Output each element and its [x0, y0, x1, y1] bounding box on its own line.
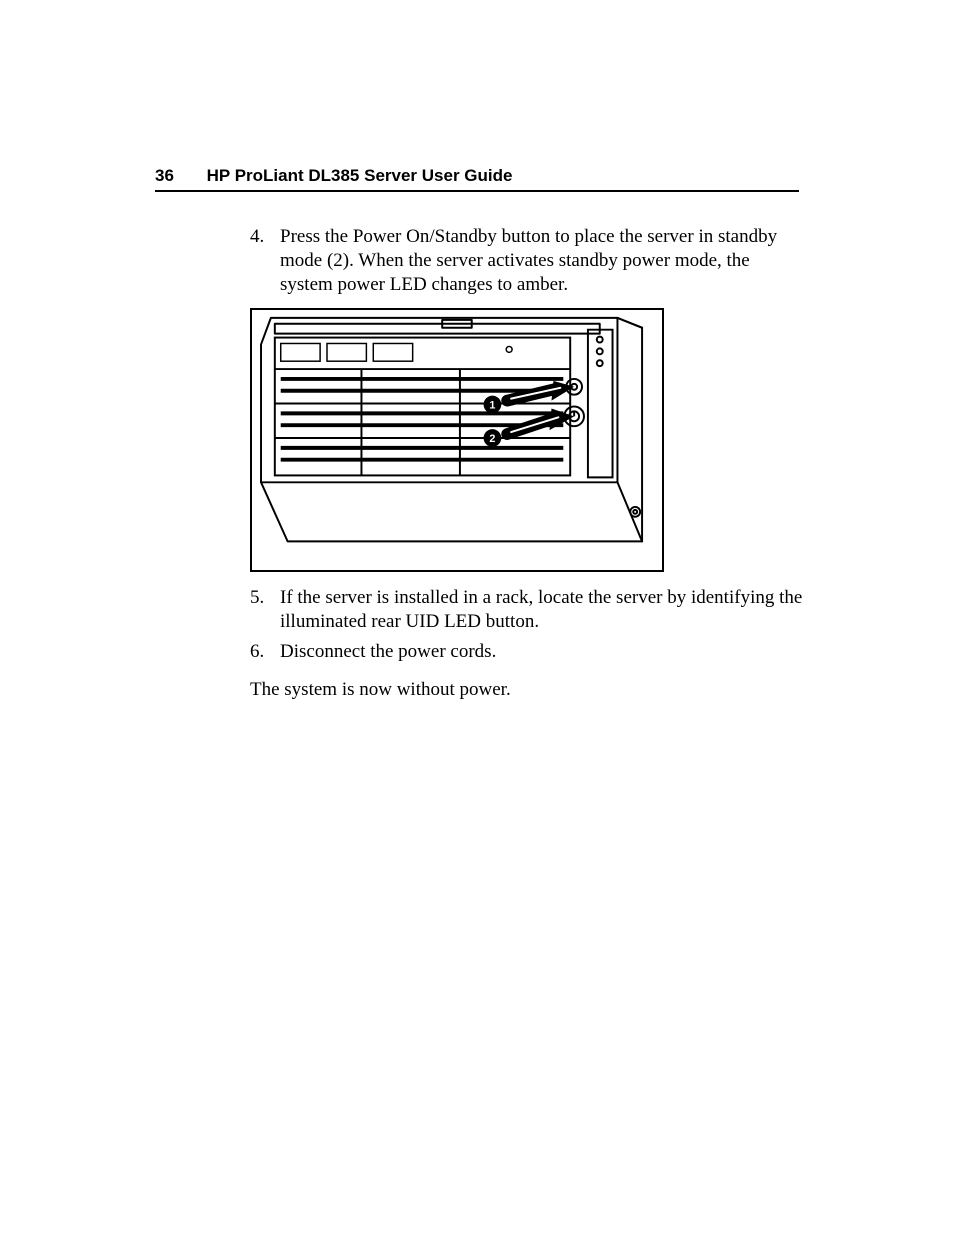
step-text: Disconnect the power cords. — [280, 640, 805, 664]
page-number: 36 — [155, 166, 174, 186]
body-content: 4. Press the Power On/Standby button to … — [250, 225, 805, 701]
step-number: 4. — [250, 225, 280, 296]
step-5: 5. If the server is installed in a rack,… — [250, 586, 805, 634]
running-header: 36 HP ProLiant DL385 Server User Guide — [155, 166, 799, 192]
step-4: 4. Press the Power On/Standby button to … — [250, 225, 805, 296]
step-6: 6. Disconnect the power cords. — [250, 640, 805, 664]
header-title: HP ProLiant DL385 Server User Guide — [207, 166, 513, 185]
step-number: 5. — [250, 586, 280, 634]
step-number: 6. — [250, 640, 280, 664]
closing-text: The system is now without power. — [250, 678, 805, 702]
server-front-figure: 1 2 — [250, 308, 664, 572]
svg-text:1: 1 — [489, 400, 495, 412]
step-text: If the server is installed in a rack, lo… — [280, 586, 805, 634]
svg-text:2: 2 — [489, 433, 495, 445]
step-text: Press the Power On/Standby button to pla… — [280, 225, 805, 296]
page: 36 HP ProLiant DL385 Server User Guide 4… — [0, 0, 954, 1235]
